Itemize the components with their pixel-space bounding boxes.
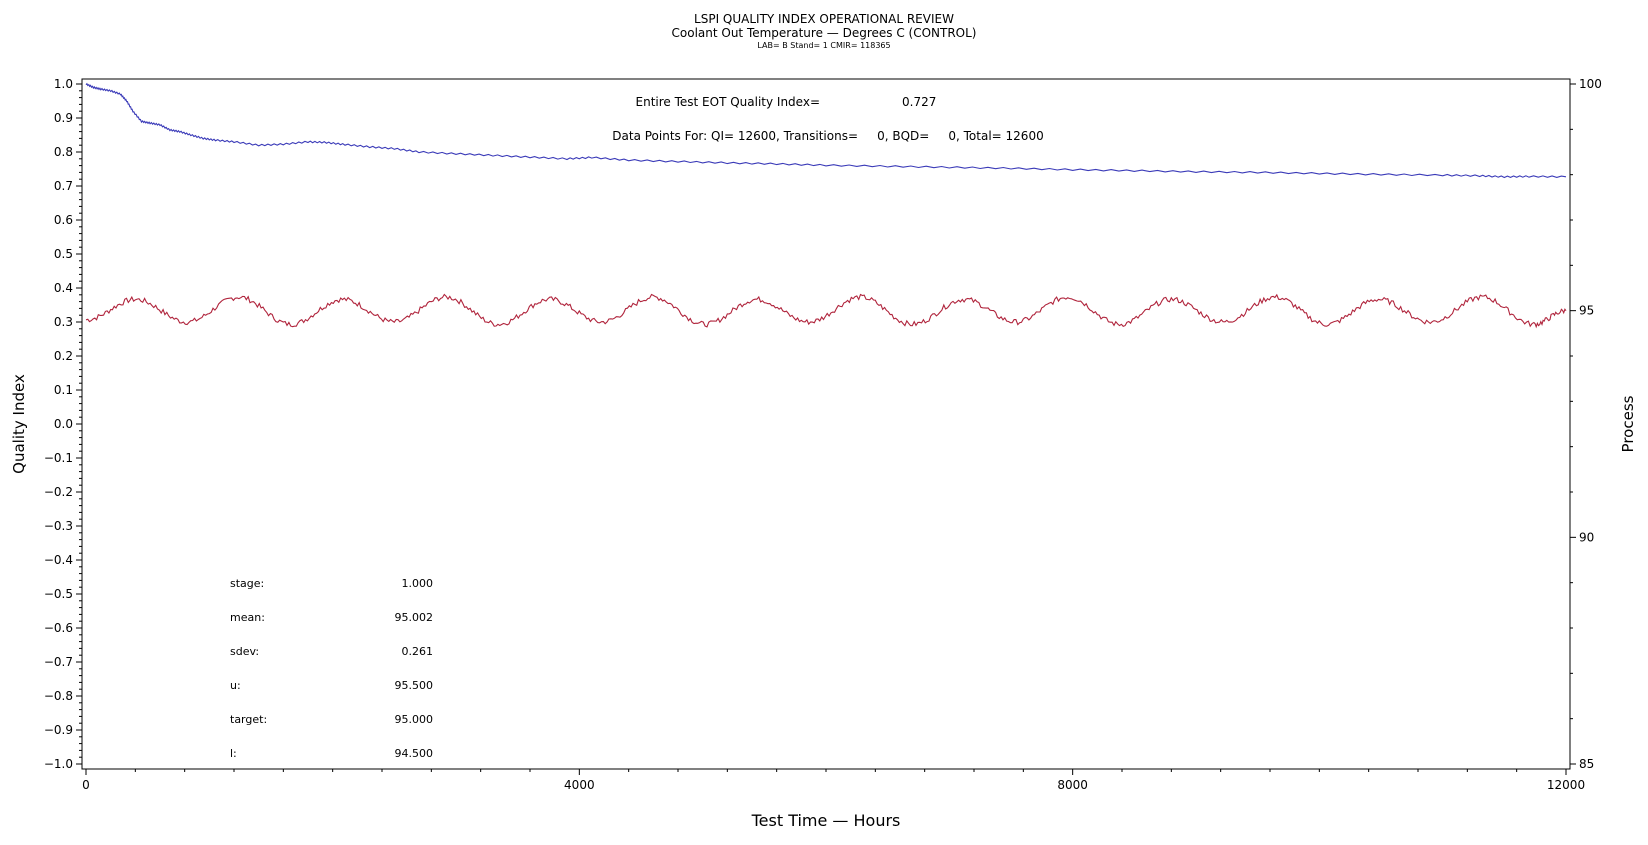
y-tick-label: 0.0	[54, 417, 73, 431]
chart-titles: LSPI QUALITY INDEX OPERATIONAL REVIEW Co…	[0, 12, 1648, 51]
x-tick-label: 4000	[564, 778, 595, 792]
x-tick-label: 8000	[1057, 778, 1088, 792]
y-tick-label: −0.9	[44, 723, 73, 737]
y-tick-label: −0.2	[44, 485, 73, 499]
stat-value: 0.261	[402, 645, 434, 658]
y-tick-label: −0.3	[44, 519, 73, 533]
plot-frame	[81, 78, 1571, 770]
y2-tick-label: 100	[1579, 77, 1602, 91]
stat-value: 95.500	[395, 679, 434, 692]
stat-value: 1.000	[402, 577, 434, 590]
y-tick-label: −0.4	[44, 553, 73, 567]
stat-label: mean:	[230, 611, 265, 624]
y2-tick-label: 90	[1579, 530, 1594, 544]
y-tick-label: 0.5	[54, 247, 73, 261]
y-tick-label: −0.1	[44, 451, 73, 465]
y2-tick-label: 85	[1579, 757, 1594, 771]
y-tick-label: 1.0	[54, 77, 73, 91]
stat-label: target:	[230, 713, 267, 726]
quality-index-line	[85, 82, 1567, 179]
y2-tick-label: 95	[1579, 304, 1594, 318]
stat-value: 95.002	[395, 611, 434, 624]
y2-axis-label: Process	[1619, 395, 1637, 452]
y-tick-label: 0.7	[54, 179, 73, 193]
stat-label: u:	[230, 679, 241, 692]
x-tick-label: 12000	[1547, 778, 1585, 792]
y-tick-label: 0.1	[54, 383, 73, 397]
chart-subtitle: Coolant Out Temperature — Degrees C (CON…	[671, 26, 977, 40]
y-tick-label: −0.6	[44, 621, 73, 635]
y-tick-label: −1.0	[44, 757, 73, 771]
x-axis-label: Test Time — Hours	[751, 811, 901, 830]
stat-value: 94.500	[395, 747, 434, 760]
y-tick-label: 0.3	[54, 315, 73, 329]
eot-label: Entire Test EOT Quality Index=	[636, 95, 821, 109]
stat-value: 95.000	[395, 713, 434, 726]
y-axis-label: Quality Index	[10, 374, 28, 474]
stat-label: stage:	[230, 577, 264, 590]
eot-value: 0.727	[902, 95, 936, 109]
lab-line: LAB= B Stand= 1 CMIR= 118365	[757, 41, 891, 50]
stat-label: sdev:	[230, 645, 259, 658]
y-tick-label: −0.7	[44, 655, 73, 669]
process-line	[85, 293, 1567, 329]
y-tick-label: 0.4	[54, 281, 73, 295]
x-tick-label: 0	[82, 778, 90, 792]
y-tick-label: −0.8	[44, 689, 73, 703]
y-tick-label: 0.8	[54, 145, 73, 159]
stat-label: l:	[230, 747, 237, 760]
y-tick-label: 0.2	[54, 349, 73, 363]
datapoints-line: Data Points For: QI= 12600, Transitions=…	[612, 129, 1043, 143]
y-tick-label: −0.5	[44, 587, 73, 601]
chart-title: LSPI QUALITY INDEX OPERATIONAL REVIEW	[694, 12, 954, 26]
y-tick-label: 0.6	[54, 213, 73, 227]
y-tick-label: 0.9	[54, 111, 73, 125]
